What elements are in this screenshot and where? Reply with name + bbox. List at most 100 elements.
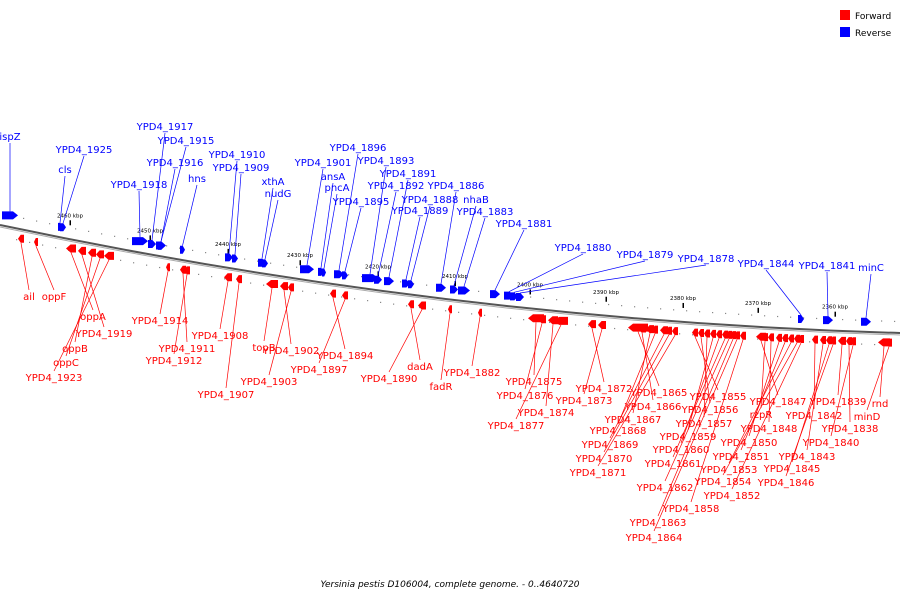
reverse-gene-arrow[interactable] (342, 271, 348, 280)
forward-gene-arrow[interactable] (826, 336, 832, 345)
reverse-gene-leader (494, 229, 525, 291)
forward-gene-arrow[interactable] (660, 326, 668, 335)
reverse-gene-arrow[interactable] (458, 286, 470, 295)
forward-gene-arrow[interactable] (598, 321, 606, 330)
reverse-gene-arrow[interactable] (148, 240, 156, 249)
forward-gene-arrow[interactable] (280, 282, 288, 291)
reverse-legend-label: Reverse (855, 29, 892, 39)
forward-gene-arrow[interactable] (794, 334, 800, 343)
reverse-gene-arrow[interactable] (516, 292, 524, 301)
forward-gene-arrow[interactable] (820, 336, 826, 345)
reverse-gene-arrow[interactable] (262, 259, 268, 268)
reverse-gene-arrow[interactable] (861, 317, 871, 326)
forward-gene-arrow[interactable] (652, 325, 658, 334)
forward-gene-arrow[interactable] (638, 324, 646, 333)
forward-gene-arrow[interactable] (698, 329, 704, 338)
forward-gene-arrow[interactable] (180, 265, 186, 274)
forward-gene-arrow[interactable] (236, 275, 242, 284)
forward-gene-arrow[interactable] (846, 337, 852, 346)
forward-gene-arrow[interactable] (788, 334, 794, 343)
reverse-gene-arrow[interactable] (490, 290, 500, 299)
forward-gene-arrow[interactable] (166, 263, 170, 272)
reverse-gene-label: YPD4_1880 (554, 243, 612, 254)
reverse-gene-arrow[interactable] (300, 265, 314, 274)
forward-gene-arrow[interactable] (838, 336, 846, 345)
reverse-gene-label: YPD4_1888 (401, 195, 459, 206)
forward-gene-arrow[interactable] (776, 333, 782, 342)
forward-gene-arrow[interactable] (768, 333, 774, 342)
forward-gene-arrow[interactable] (478, 308, 482, 317)
reverse-gene-arrow[interactable] (158, 241, 164, 250)
forward-gene-arrow[interactable] (886, 338, 892, 347)
reverse-gene-arrow[interactable] (408, 280, 414, 289)
reverse-gene-arrow[interactable] (322, 268, 326, 277)
forward-gene-arrow[interactable] (224, 273, 232, 282)
minor-tick (224, 278, 226, 280)
forward-gene-arrow[interactable] (96, 250, 104, 259)
reverse-gene-arrow[interactable] (436, 283, 446, 292)
forward-gene-arrow[interactable] (408, 300, 414, 309)
forward-gene-arrow[interactable] (554, 316, 568, 325)
reverse-gene-arrow[interactable] (225, 253, 233, 262)
forward-gene-arrow[interactable] (878, 338, 890, 347)
forward-gene-arrow[interactable] (66, 244, 76, 253)
forward-gene-arrow[interactable] (710, 329, 716, 338)
forward-gene-arrow[interactable] (666, 326, 672, 335)
forward-gene-arrow[interactable] (716, 330, 722, 339)
forward-gene-arrow[interactable] (18, 234, 24, 243)
minor-tick (270, 262, 272, 264)
forward-gene-arrow[interactable] (850, 337, 856, 346)
forward-gene-arrow[interactable] (722, 330, 728, 339)
forward-gene-arrow[interactable] (798, 335, 804, 344)
forward-gene-arrow[interactable] (734, 331, 740, 340)
axis-position-label: 2380 kbp (670, 296, 696, 302)
reverse-gene-leader (369, 166, 387, 275)
forward-gene-leader (632, 333, 651, 414)
forward-gene-label: YPD4_1871 (569, 468, 627, 479)
forward-gene-arrow[interactable] (342, 291, 348, 300)
minor-tick (621, 305, 623, 307)
reverse-gene-arrow[interactable] (798, 315, 804, 324)
forward-gene-arrow[interactable] (692, 328, 698, 337)
forward-gene-arrow[interactable] (646, 325, 654, 334)
forward-gene-arrow[interactable] (740, 331, 746, 340)
reverse-gene-arrow[interactable] (132, 237, 148, 246)
forward-gene-arrow[interactable] (830, 336, 836, 345)
reverse-gene-arrow[interactable] (823, 316, 833, 325)
forward-gene-arrow[interactable] (88, 248, 96, 257)
forward-gene-arrow[interactable] (78, 246, 86, 255)
forward-gene-arrow[interactable] (34, 238, 38, 247)
forward-gene-arrow[interactable] (812, 335, 818, 344)
reverse-gene-arrow[interactable] (450, 285, 458, 294)
reverse-gene-arrow[interactable] (60, 223, 66, 232)
reverse-gene-arrow[interactable] (334, 270, 344, 279)
forward-gene-arrow[interactable] (672, 327, 678, 336)
major-tick (299, 260, 301, 266)
forward-gene-arrow[interactable] (330, 289, 336, 298)
reverse-gene-arrow[interactable] (232, 254, 238, 263)
minor-tick (146, 264, 148, 266)
reverse-gene-arrow[interactable] (374, 275, 382, 284)
forward-gene-arrow[interactable] (726, 330, 732, 339)
minor-tick (432, 308, 434, 310)
reverse-gene-arrow[interactable] (2, 211, 18, 220)
forward-gene-arrow[interactable] (104, 251, 114, 260)
forward-gene-arrow[interactable] (448, 305, 452, 314)
forward-gene-leader (515, 324, 562, 420)
forward-gene-arrow[interactable] (730, 331, 736, 340)
forward-gene-arrow[interactable] (548, 316, 558, 325)
reverse-gene-label: minC (858, 263, 884, 274)
forward-gene-arrow[interactable] (266, 279, 278, 288)
forward-gene-arrow[interactable] (288, 283, 294, 292)
forward-gene-arrow[interactable] (184, 266, 190, 275)
forward-gene-arrow[interactable] (418, 301, 426, 310)
reverse-gene-leader (344, 207, 362, 272)
reverse-gene-arrow[interactable] (384, 277, 394, 286)
reverse-gene-arrow[interactable] (180, 245, 185, 254)
forward-gene-arrow[interactable] (782, 334, 788, 343)
forward-gene-arrow[interactable] (538, 315, 546, 324)
forward-gene-arrow[interactable] (588, 320, 596, 329)
reverse-gene-arrow[interactable] (58, 222, 62, 231)
forward-gene-arrow[interactable] (762, 333, 768, 342)
forward-gene-arrow[interactable] (704, 329, 710, 338)
